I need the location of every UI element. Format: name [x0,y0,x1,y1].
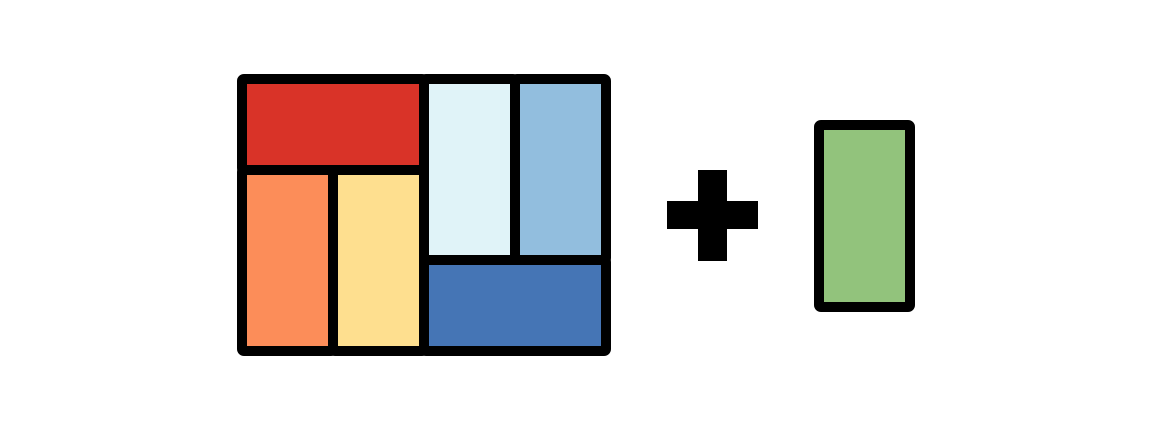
tile-blue [419,255,611,356]
tile-grid [237,74,611,356]
tile-pale-blue [419,74,520,265]
tile-orange [237,165,338,356]
tile-yellow [328,165,429,356]
plus-vertical-bar [698,170,727,261]
tile-green [814,120,915,312]
tile-red [237,74,429,175]
tile-light-blue [510,74,611,265]
plus-icon [667,170,758,261]
